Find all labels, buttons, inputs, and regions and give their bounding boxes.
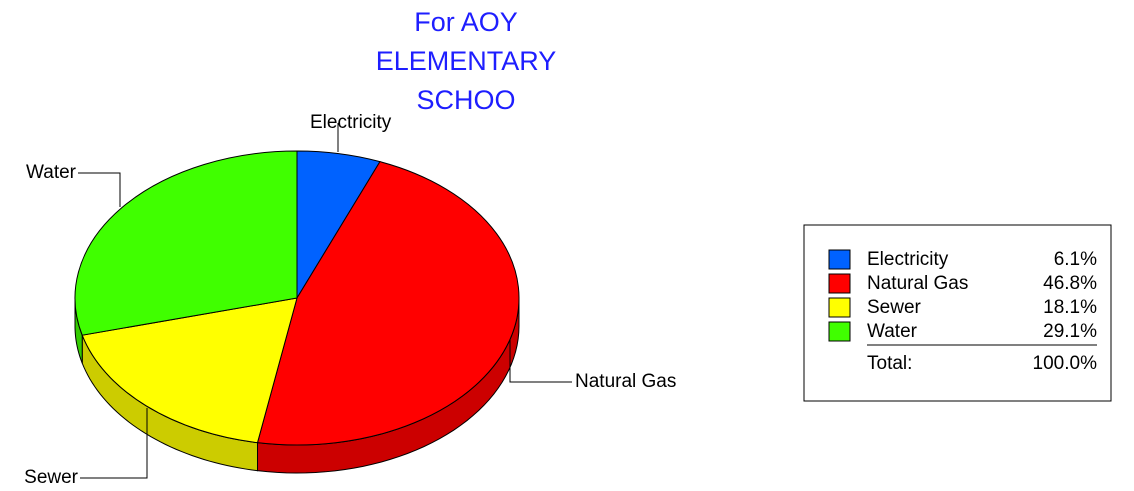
legend-value: 29.1% (1043, 321, 1097, 342)
legend-label: Water (867, 321, 918, 342)
legend-swatch (828, 297, 851, 318)
legend-swatch (828, 249, 851, 270)
slice-label: Sewer (24, 467, 79, 488)
pie-slice (81, 297, 298, 444)
legend-value: 46.8% (1043, 273, 1097, 294)
chart-title: SCHOO (416, 85, 515, 115)
legend-total-label: Total: (867, 353, 912, 374)
legend-label: Natural Gas (867, 273, 968, 294)
legend-label: Sewer (867, 297, 922, 318)
leader-line (509, 340, 572, 383)
chart-title: For AOY (414, 7, 518, 37)
chart-title: ELEMENTARY (376, 46, 557, 76)
legend-box (803, 224, 1112, 402)
pie-slice (256, 161, 520, 446)
legend-label: Electricity (867, 249, 949, 270)
pie-slice (74, 150, 298, 336)
legend-value: 6.1% (1054, 249, 1097, 270)
legend-swatch (828, 273, 851, 294)
legend-swatch (828, 321, 851, 342)
slice-label: Electricity (310, 112, 392, 133)
legend-total-value: 100.0% (1033, 353, 1098, 374)
slice-label: Water (26, 162, 77, 183)
leader-line (78, 172, 121, 207)
legend-value: 18.1% (1043, 297, 1097, 318)
slice-label: Natural Gas (575, 371, 676, 392)
leader-line (80, 408, 148, 479)
